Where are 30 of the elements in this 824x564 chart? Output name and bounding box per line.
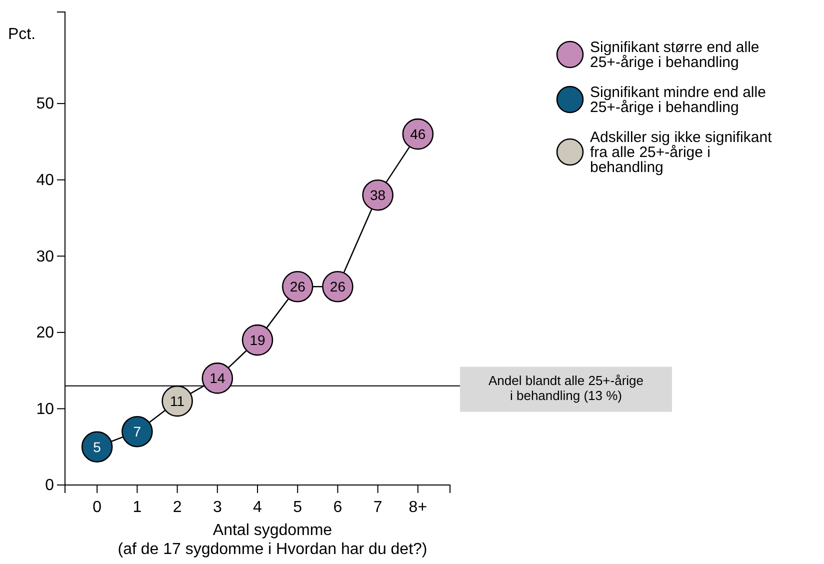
x-tick-label: 8+ bbox=[408, 499, 428, 516]
data-label: 46 bbox=[410, 126, 426, 142]
x-tick-label: 6 bbox=[333, 499, 342, 516]
x-tick-label: 0 bbox=[92, 499, 102, 516]
legend-label: Adskiller sig ikke signifikant fra alle 25+-årige i behandling bbox=[590, 129, 773, 176]
data-label: 26 bbox=[330, 278, 346, 295]
x-tick-label: 4 bbox=[253, 499, 262, 516]
y-tick-label: 0 bbox=[45, 477, 54, 494]
ref-line-label: Andel blandt alle 25+-årige i behandling (13 %) bbox=[488, 372, 644, 403]
y-tick-label: 10 bbox=[36, 400, 54, 418]
y-tick-label: 20 bbox=[36, 324, 54, 342]
y-axis-title: Pct. bbox=[8, 26, 36, 43]
legend-label: Signifikant større end alle 25+-årige i behandling bbox=[590, 39, 760, 71]
data-label: 14 bbox=[210, 370, 226, 386]
x-tick-label: 7 bbox=[373, 499, 382, 516]
x-tick-label: 1 bbox=[132, 499, 142, 516]
data-label: 5 bbox=[93, 438, 102, 455]
data-label: 7 bbox=[133, 423, 142, 440]
data-label: 19 bbox=[250, 332, 266, 348]
x-tick-label: 3 bbox=[212, 499, 222, 516]
data-label: 26 bbox=[290, 278, 306, 295]
data-label: 11 bbox=[170, 392, 185, 409]
x-tick-label: 2 bbox=[172, 499, 182, 516]
x-tick-label: 5 bbox=[293, 499, 302, 516]
x-axis-title: Antal sygdomme (af de 17 sygdomme i Hvordan har du det?) bbox=[118, 522, 428, 558]
y-tick-label: 50 bbox=[36, 96, 54, 113]
y-tick-label: 40 bbox=[36, 172, 54, 189]
y-tick-label: 30 bbox=[36, 248, 54, 266]
data-label: 38 bbox=[370, 186, 386, 203]
legend-label: Signifikant mindre end alle 25+-årige i behandling bbox=[590, 84, 766, 116]
